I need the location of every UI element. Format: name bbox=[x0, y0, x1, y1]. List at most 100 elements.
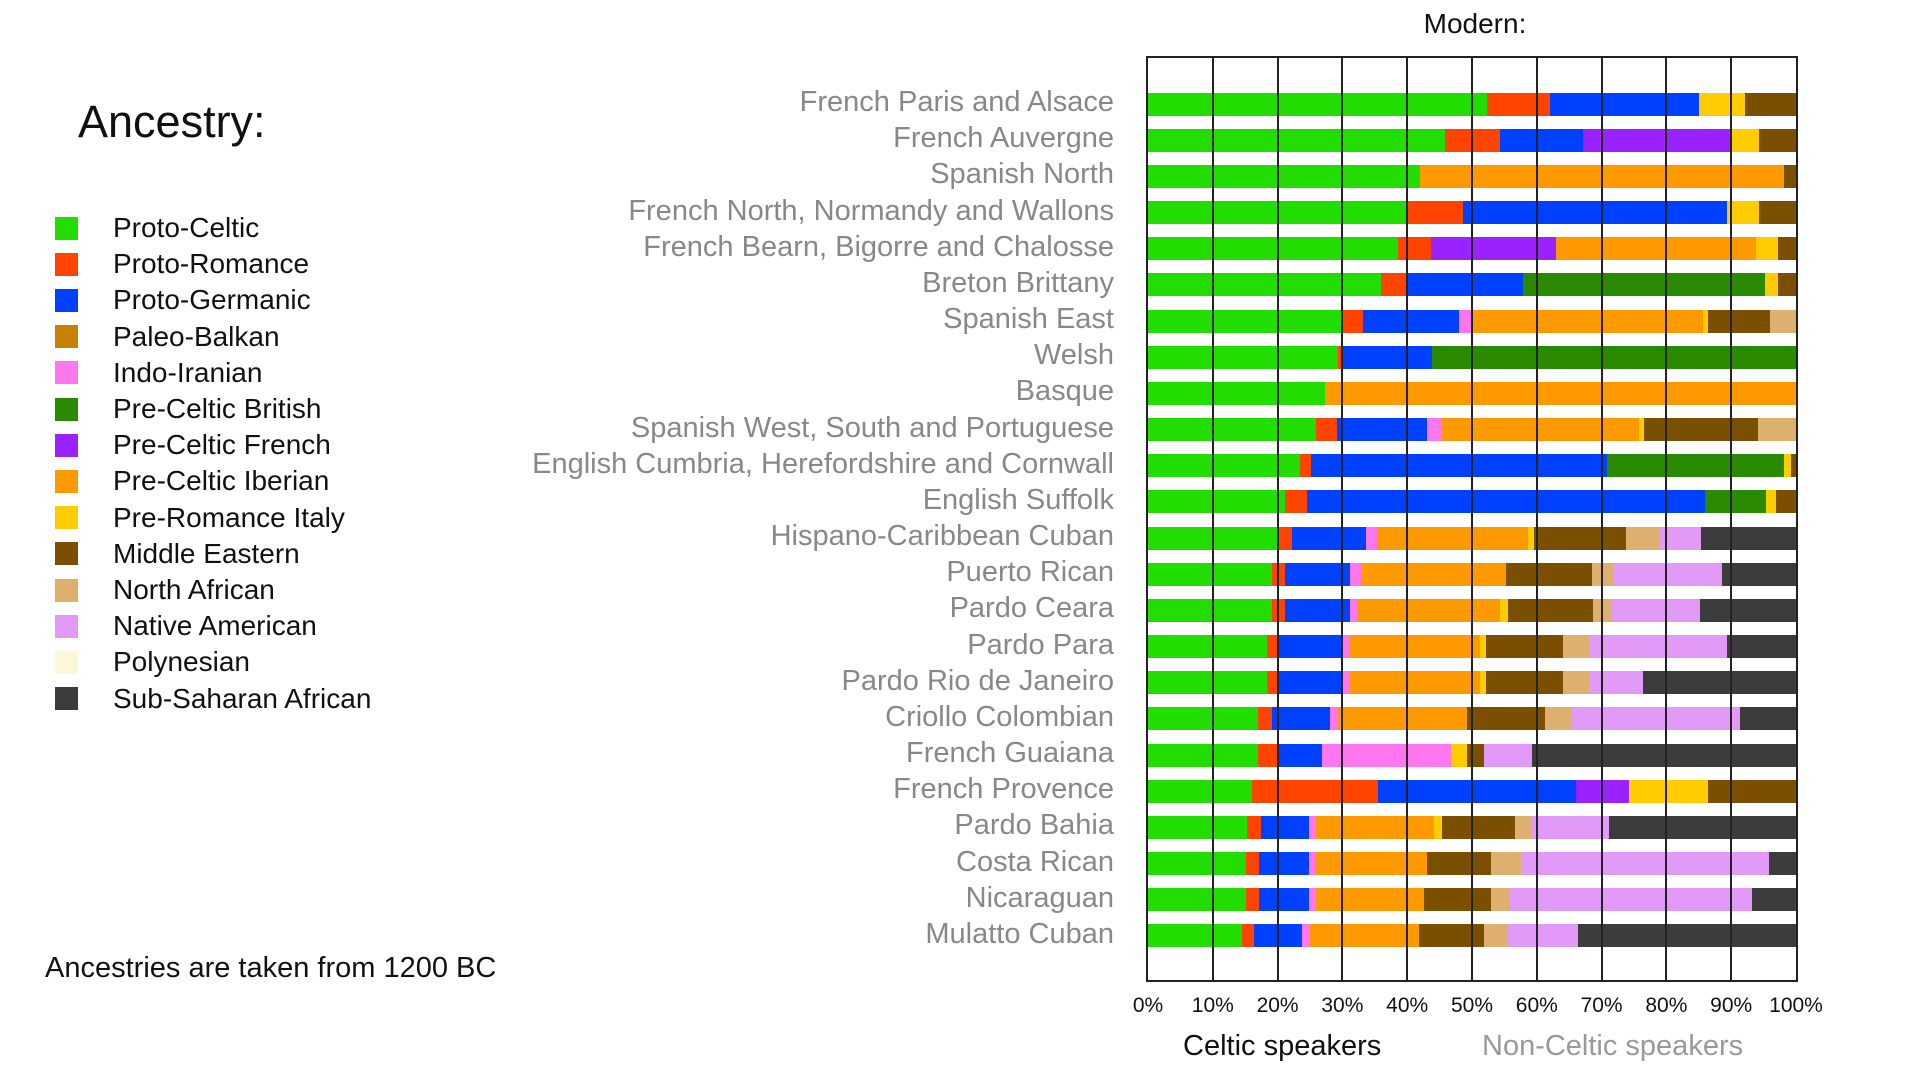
bar-segment bbox=[1363, 309, 1460, 333]
bar-segment bbox=[1739, 707, 1796, 731]
bar-segment bbox=[1451, 743, 1467, 767]
x-label-celtic: Celtic speakers bbox=[1183, 1030, 1382, 1062]
bar-segment bbox=[1285, 490, 1307, 514]
bar-segment bbox=[1708, 309, 1771, 333]
stacked-bar bbox=[1148, 92, 1796, 116]
bar-segment bbox=[1698, 92, 1746, 116]
bar-segment bbox=[1442, 418, 1639, 442]
bar-segment bbox=[1245, 888, 1260, 912]
stacked-bar bbox=[1148, 273, 1796, 297]
bar-segment bbox=[1764, 273, 1778, 297]
bar-segment bbox=[1148, 852, 1246, 876]
bar-segment bbox=[1284, 598, 1350, 622]
bar-segment bbox=[1777, 237, 1796, 261]
legend-title: Ancestry: bbox=[78, 96, 266, 147]
gridline bbox=[1600, 58, 1603, 980]
stacked-bar bbox=[1148, 454, 1796, 478]
bar-segment bbox=[1628, 779, 1709, 803]
stacked-bar bbox=[1148, 815, 1796, 839]
row-label: French Auvergne bbox=[893, 122, 1114, 155]
bar-segment bbox=[1272, 562, 1286, 586]
stacked-bar bbox=[1148, 309, 1796, 333]
stacked-bar bbox=[1148, 707, 1796, 731]
bar-segment bbox=[1315, 852, 1428, 876]
bar-segment bbox=[1148, 671, 1268, 695]
bar-segment bbox=[1148, 635, 1268, 659]
legend-swatch bbox=[55, 397, 78, 421]
bar-segment bbox=[1499, 128, 1583, 152]
gridline bbox=[1730, 58, 1733, 980]
bar-segment bbox=[1556, 237, 1757, 261]
bar-segment bbox=[1148, 381, 1325, 405]
x-tick-label: 40% bbox=[1386, 994, 1429, 1017]
bar-segment bbox=[1148, 128, 1446, 152]
bar-segment bbox=[1148, 164, 1421, 188]
row-label: Basque bbox=[1015, 375, 1114, 408]
bar-segment bbox=[1790, 454, 1796, 478]
bar-segment bbox=[1532, 743, 1796, 767]
legend-swatch bbox=[55, 361, 78, 385]
bar-segment bbox=[1349, 562, 1362, 586]
bar-segment bbox=[1430, 237, 1557, 261]
gridline bbox=[1406, 58, 1409, 980]
row-label: Nicaraguan bbox=[965, 881, 1114, 914]
legend-label: Proto-Romance bbox=[113, 248, 310, 280]
bar-segment bbox=[1148, 743, 1259, 767]
bar-segment bbox=[1726, 635, 1796, 659]
bar-segment bbox=[1148, 490, 1286, 514]
x-tick-label: 100% bbox=[1769, 994, 1823, 1017]
row-label: Welsh bbox=[1033, 339, 1114, 372]
bar-segment bbox=[1480, 635, 1486, 659]
bar-segment bbox=[1378, 779, 1576, 803]
bar-segment bbox=[1589, 635, 1727, 659]
bar-segment bbox=[1365, 526, 1377, 550]
bar-segment bbox=[1252, 779, 1379, 803]
bar-segment bbox=[1361, 562, 1507, 586]
gridline bbox=[1341, 58, 1344, 980]
bar-segment bbox=[1506, 924, 1579, 948]
bar-segment bbox=[1607, 454, 1785, 478]
bar-segment bbox=[1148, 309, 1343, 333]
bar-segment bbox=[1533, 526, 1626, 550]
gridline bbox=[1535, 58, 1538, 980]
bar-segment bbox=[1418, 924, 1484, 948]
bar-segment bbox=[1506, 562, 1593, 586]
bar-segment bbox=[1309, 852, 1316, 876]
bar-segment bbox=[1148, 92, 1487, 116]
bar-segment bbox=[1756, 237, 1778, 261]
bar-segment bbox=[1148, 418, 1317, 442]
bar-segment bbox=[1726, 201, 1760, 224]
bar-segment bbox=[1545, 707, 1573, 731]
bar-segment bbox=[1148, 707, 1259, 731]
legend-swatch bbox=[55, 578, 78, 602]
legend-item: Proto-Germanic bbox=[55, 284, 311, 315]
bar-segment bbox=[1241, 924, 1254, 948]
gridline bbox=[1276, 58, 1279, 980]
bar-segment bbox=[1758, 418, 1796, 442]
x-tick-label: 60% bbox=[1515, 994, 1558, 1017]
bar-segment bbox=[1316, 418, 1337, 442]
legend-item: North African bbox=[55, 574, 275, 605]
bar-segment bbox=[1701, 526, 1796, 550]
row-label: Pardo Ceara bbox=[949, 592, 1114, 625]
bar-segment bbox=[1643, 418, 1759, 442]
bar-segment bbox=[1276, 671, 1344, 695]
legend-item: Middle Eastern bbox=[55, 538, 300, 569]
bar-segment bbox=[1349, 598, 1358, 622]
bar-segment bbox=[1769, 852, 1796, 876]
gridline bbox=[1471, 58, 1473, 980]
legend-swatch bbox=[55, 325, 78, 349]
bar-segment bbox=[1148, 888, 1246, 912]
bar-segment bbox=[1523, 273, 1765, 297]
bar-segment bbox=[1299, 454, 1312, 478]
bar-segment bbox=[1343, 635, 1350, 659]
bar-segment bbox=[1341, 345, 1433, 369]
legend-item: Pre-Celtic Iberian bbox=[55, 465, 329, 496]
stacked-bar bbox=[1148, 671, 1796, 695]
row-label: Spanish North bbox=[930, 158, 1114, 191]
row-label: French Bearn, Bigorre and Chalosse bbox=[643, 230, 1114, 263]
bar-segment bbox=[1708, 779, 1796, 803]
row-label: Pardo Bahia bbox=[954, 809, 1114, 842]
bar-segment bbox=[1777, 273, 1796, 297]
stacked-bar bbox=[1148, 381, 1796, 405]
